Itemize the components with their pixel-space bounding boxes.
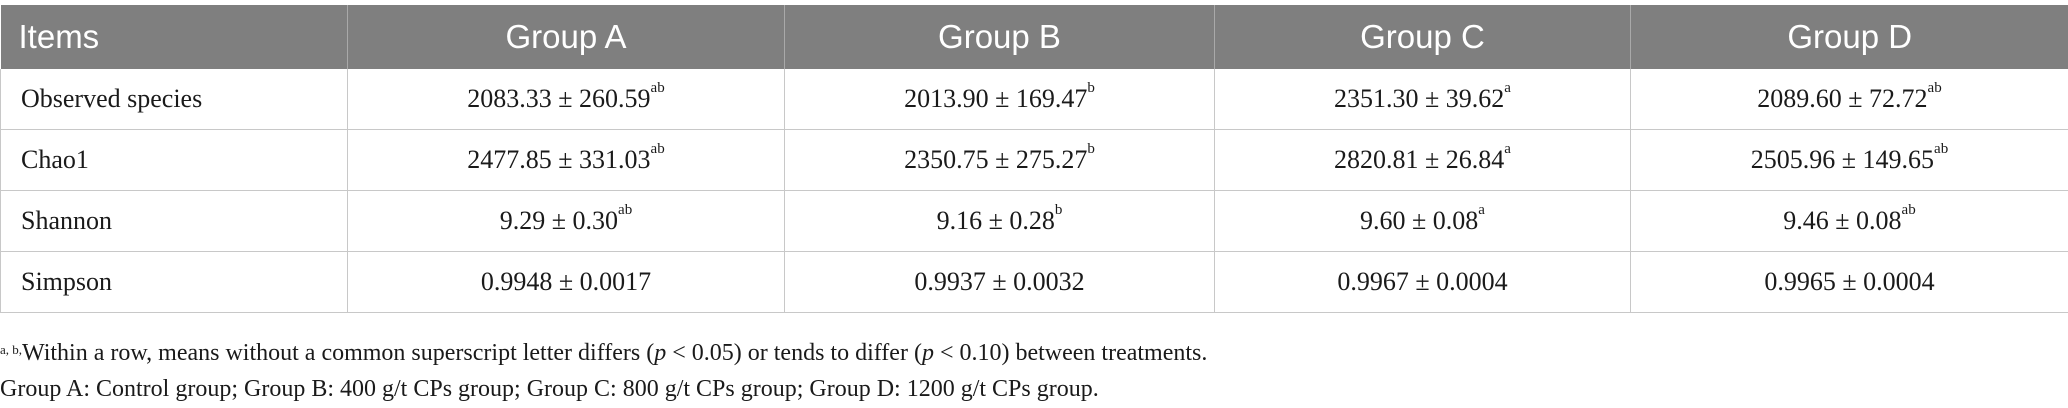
- table-cell: 2351.30 ± 39.62a: [1214, 69, 1631, 130]
- cell-superscript: b: [1087, 141, 1095, 157]
- table-cell: 9.46 ± 0.08ab: [1630, 190, 2068, 252]
- cell-superscript: a: [1504, 141, 1511, 157]
- cell-superscript: ab: [1901, 202, 1916, 218]
- cell-value: 2351.30 ± 39.62: [1334, 84, 1505, 113]
- cell-value: 2013.90 ± 169.47: [904, 84, 1088, 113]
- cell-value: 2089.60 ± 72.72: [1757, 84, 1928, 113]
- cell-superscript: b: [1087, 80, 1095, 96]
- footnote-significance: a, b,Within a row, means without a commo…: [0, 335, 2068, 371]
- table-cell: 2083.33 ± 260.59ab: [347, 69, 785, 130]
- row-label: Shannon: [0, 190, 348, 252]
- cell-value: 0.9948 ± 0.0017: [480, 267, 652, 296]
- row-label: Observed species: [0, 69, 348, 130]
- row-label: Chao1: [0, 129, 348, 191]
- footnote-text: < 0.05) or tends to differ (: [666, 340, 922, 366]
- diversity-table: Items Group A Group B Group C Group D Ob…: [0, 5, 2068, 313]
- cell-value: 2083.33 ± 260.59: [467, 84, 651, 113]
- header-group-d: Group D: [1630, 5, 2068, 69]
- header-group-c: Group C: [1214, 5, 1631, 69]
- data-table-wrapper: Items Group A Group B Group C Group D Ob…: [0, 5, 2068, 313]
- table-cell: 2505.96 ± 149.65ab: [1630, 129, 2068, 191]
- p-symbol: p: [921, 340, 934, 366]
- footnote-text: Within a row, means without a common sup…: [22, 340, 655, 366]
- cell-value: 2505.96 ± 149.65: [1750, 145, 1935, 174]
- cell-superscript: ab: [618, 202, 633, 218]
- p-symbol: p: [654, 340, 667, 366]
- footnote-superscript: a, b,: [0, 342, 23, 357]
- table-row-simpson: Simpson 0.9948 ± 0.0017 0.9937 ± 0.0032 …: [0, 251, 2068, 313]
- table-cell: 2089.60 ± 72.72ab: [1630, 69, 2068, 130]
- cell-superscript: ab: [1934, 141, 1949, 157]
- cell-value: 9.29 ± 0.30: [499, 206, 619, 235]
- table-cell: 2350.75 ± 275.27b: [784, 129, 1215, 191]
- row-label: Simpson: [0, 251, 348, 313]
- cell-value: 2820.81 ± 26.84: [1334, 145, 1505, 174]
- table-cell: 9.60 ± 0.08a: [1214, 190, 1631, 252]
- cell-value: 9.60 ± 0.08: [1360, 206, 1479, 235]
- table-row-chao1: Chao1 2477.85 ± 331.03ab 2350.75 ± 275.2…: [0, 129, 2068, 191]
- table-cell: 0.9948 ± 0.0017: [347, 251, 785, 313]
- header-group-b: Group B: [784, 5, 1215, 69]
- cell-superscript: a: [1478, 202, 1485, 218]
- cell-value: 2350.75 ± 275.27: [904, 145, 1088, 174]
- cell-value: 9.16 ± 0.28: [936, 206, 1055, 235]
- table-cell: 0.9967 ± 0.0004: [1214, 251, 1631, 313]
- table-cell: 9.16 ± 0.28b: [784, 190, 1215, 252]
- cell-superscript: ab: [1927, 80, 1942, 96]
- cell-superscript: ab: [650, 80, 665, 96]
- table-cell: 9.29 ± 0.30ab: [347, 190, 785, 252]
- footnote-text: < 0.10) between treatments.: [933, 340, 1208, 366]
- table-cell: 2820.81 ± 26.84a: [1214, 129, 1631, 191]
- table-cell: 0.9937 ± 0.0032: [784, 251, 1215, 313]
- cell-value: 0.9965 ± 0.0004: [1764, 267, 1935, 296]
- cell-value: 0.9937 ± 0.0032: [914, 267, 1085, 296]
- cell-superscript: b: [1054, 202, 1063, 218]
- header-row: Items Group A Group B Group C Group D: [0, 5, 2068, 69]
- header-items: Items: [0, 5, 348, 69]
- table-cell: 0.9965 ± 0.0004: [1630, 251, 2068, 313]
- header-group-a: Group A: [347, 5, 785, 69]
- table-cell: 2477.85 ± 331.03ab: [347, 129, 785, 191]
- cell-superscript: a: [1504, 80, 1511, 96]
- cell-superscript: ab: [650, 141, 665, 157]
- table-footnotes: a, b,Within a row, means without a commo…: [0, 335, 2068, 407]
- footnote-groups: Group A: Control group; Group B: 400 g/t…: [0, 376, 1099, 402]
- cell-value: 0.9967 ± 0.0004: [1337, 267, 1508, 296]
- table-row-shannon: Shannon 9.29 ± 0.30ab 9.16 ± 0.28b 9.60 …: [0, 190, 2068, 252]
- cell-value: 9.46 ± 0.08: [1783, 206, 1902, 235]
- cell-value: 2477.85 ± 331.03: [467, 145, 651, 174]
- table-row-observed-species: Observed species 2083.33 ± 260.59ab 2013…: [0, 69, 2068, 130]
- table-cell: 2013.90 ± 169.47b: [784, 69, 1215, 130]
